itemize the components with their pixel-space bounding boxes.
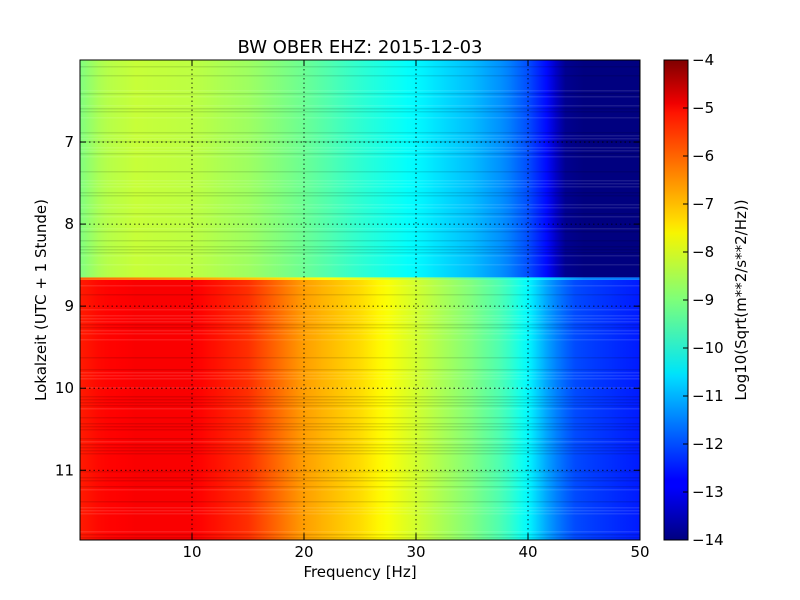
- x-axis-title: Frequency [Hz]: [303, 563, 416, 581]
- x-tick-label: 40: [518, 543, 537, 561]
- spectrogram-segment: [80, 60, 640, 278]
- grid: [80, 60, 640, 540]
- plot-frame: [79, 59, 641, 541]
- colorbar-tick-label: −8: [692, 243, 714, 261]
- colorbar-tick-label: −11: [692, 387, 724, 405]
- colorbar-tick-label: −6: [692, 147, 714, 165]
- colorbar-tick-label: −10: [692, 339, 724, 357]
- colorbar-tick-label: −7: [692, 195, 714, 213]
- x-tick-label: 30: [406, 543, 425, 561]
- heatmap: [80, 60, 640, 540]
- colorbar-tick-label: −5: [692, 99, 714, 117]
- colorbar-tick-label: −12: [692, 435, 724, 453]
- y-axis-title: Lokalzeit (UTC + 1 Stunde): [32, 199, 50, 401]
- y-tick-label: 11: [55, 461, 74, 479]
- spectrogram-segment: [80, 277, 640, 280]
- spectrogram-segment: [80, 279, 640, 540]
- y-tick-label: 8: [64, 215, 74, 233]
- colorbar: −4 −5 −6 −7 −8 −9 −10 −11 −12 −13 −14 Log10(Sqrt(m…: [663, 51, 750, 549]
- x-tick-label: 10: [182, 543, 201, 561]
- x-tick-label: 50: [630, 543, 649, 561]
- colorbar-tick-label: −14: [692, 531, 724, 549]
- y-tick-label: 9: [64, 297, 74, 315]
- y-axis-ticks: 7 8 9 10 11: [55, 133, 640, 479]
- colorbar-ticks: −4 −5 −6 −7 −8 −9 −10 −11 −12 −13 −14: [683, 51, 724, 549]
- chart-title: BW OBER EHZ: 2015-12-03: [238, 37, 483, 58]
- y-tick-label: 10: [55, 379, 74, 397]
- y-tick-label: 7: [64, 133, 74, 151]
- x-axis-ticks: 10 20 30 40 50: [182, 60, 650, 561]
- plot-area: 10 20 30 40 50 7 8 9 10 11: [55, 59, 650, 561]
- x-tick-label: 20: [294, 543, 313, 561]
- colorbar-tick-label: −4: [692, 51, 714, 69]
- colorbar-tick-label: −9: [692, 291, 714, 309]
- spectrogram-texture: [80, 66, 640, 539]
- colorbar-tick-label: −13: [692, 483, 724, 501]
- colorbar-title: Log10(Sqrt(m**2/s**2/Hz)): [732, 199, 750, 400]
